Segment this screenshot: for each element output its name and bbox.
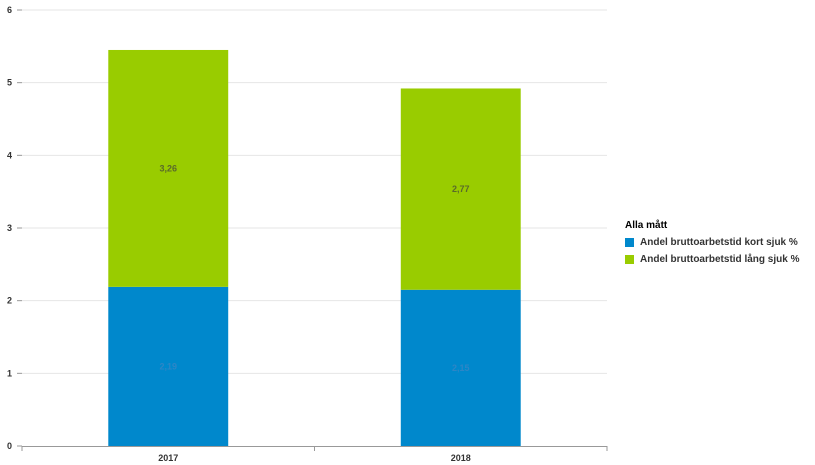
y-tick-label: 4 (7, 150, 12, 160)
bar-2017-series-0[interactable] (108, 286, 229, 446)
bar-2018-series-1[interactable] (400, 88, 521, 290)
y-tick-label: 1 (7, 368, 12, 378)
bars (108, 49, 521, 446)
y-tick-label: 3 (7, 223, 12, 233)
data-label: 3,26 (159, 163, 177, 173)
y-axis: 0 1 2 3 4 5 6 (7, 5, 22, 451)
legend-swatch-lang (625, 255, 634, 264)
bar-2018-series-0[interactable] (400, 289, 521, 446)
data-label: 2,19 (159, 361, 177, 371)
legend-swatch-kort (625, 238, 634, 247)
y-tick-label: 5 (7, 78, 12, 88)
legend-item-kort[interactable]: Andel bruttoarbetstid kort sjuk % (625, 237, 799, 248)
x-tick-label: 2017 (158, 453, 178, 463)
legend-title: Alla mått (625, 220, 668, 231)
bar-2017-series-1[interactable] (108, 49, 229, 287)
legend-item-lang[interactable]: Andel bruttoarbetstid lång sjuk % (625, 254, 799, 265)
data-labels: 2,19 3,26 2,15 2,77 (159, 163, 469, 372)
data-label: 2,77 (452, 184, 470, 194)
legend-label-kort: Andel bruttoarbetstid kort sjuk % (640, 237, 798, 248)
x-axis: 2017 2018 (21, 446, 608, 463)
data-label: 2,15 (452, 363, 470, 373)
y-tick-label: 0 (7, 441, 12, 451)
y-tick-label: 6 (7, 5, 12, 15)
legend-label-lang: Andel bruttoarbetstid lång sjuk % (640, 254, 800, 265)
x-tick-label: 2018 (451, 453, 471, 463)
y-tick-label: 2 (7, 296, 12, 306)
legend: Alla mått Andel bruttoarbetstid kort sju… (625, 220, 799, 271)
